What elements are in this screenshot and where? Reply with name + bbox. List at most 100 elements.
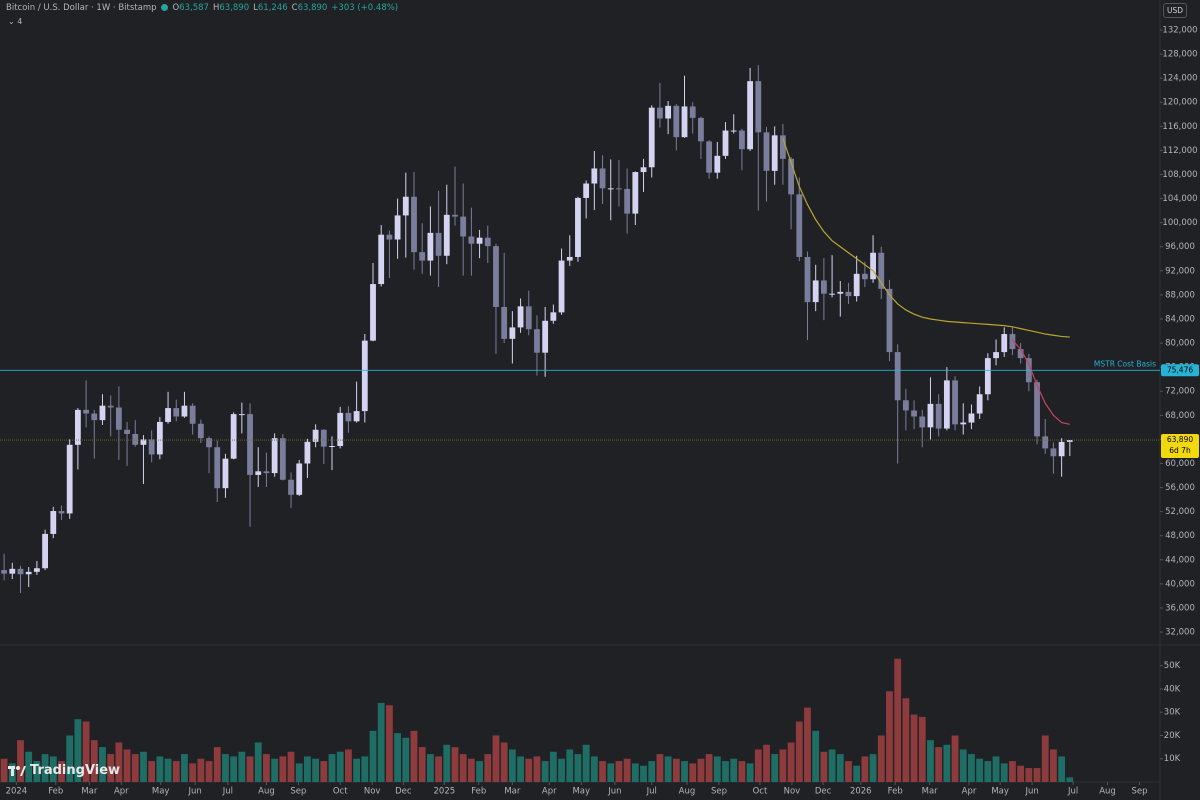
candle-body [107,405,114,408]
bar-countdown: 6d 7h [1169,446,1191,455]
x-tick-label: Aug [1099,787,1116,797]
candle-body [320,429,327,447]
x-tick-label: Jun [1024,787,1038,797]
y-tick-label: 88,000 [1165,290,1195,300]
volume-bar [631,763,639,782]
candle-body [378,234,385,285]
volume-bar [353,758,361,782]
x-tick-label: Aug [679,787,696,797]
volume-bar [1041,735,1049,782]
volume-bar [459,754,467,782]
volume-bar [17,740,24,782]
candle-body [911,410,917,417]
volume-bar [779,749,787,782]
volume-bar [959,749,967,782]
volume-bar [418,747,426,782]
volume-bar [74,719,82,782]
x-tick-label: Feb [471,787,486,797]
volume-bar [33,761,41,782]
volume-bar [345,749,352,782]
candle-body [739,130,745,150]
volume-bar [517,756,524,782]
indicator-toggle[interactable]: ⌄ 4 [8,17,23,26]
candle-body [689,106,696,118]
volume-bar [681,761,688,782]
candle-body [632,172,639,214]
candle-body [83,409,89,414]
y-tick-label: 92,000 [1165,266,1195,276]
volume-bar [123,749,131,782]
volume-bar [164,758,172,782]
volume-bar [230,756,238,782]
candle-body [99,405,106,421]
candle-body [624,188,631,214]
candle-body [894,352,901,401]
volume-bar [222,754,229,782]
volume-bar [648,761,656,782]
candle-body [17,568,24,575]
y-tick-label: 124,000 [1162,74,1197,84]
y-tick-label: 84,000 [1165,314,1195,324]
candle-body [730,130,737,132]
volume-bar [754,749,762,782]
candle-body [345,412,352,422]
volume-tick-label: 20K [1164,731,1181,741]
volume-bar [189,763,197,782]
volume-bar [828,749,836,782]
candle-body [361,340,368,412]
candle-body [1050,448,1057,457]
candle-body [353,411,360,422]
candle-body [370,284,376,341]
volume-tick-label: 40K [1164,684,1181,694]
volume-bar [812,730,820,782]
candle-body [214,447,221,489]
x-tick-label: Feb [888,787,903,797]
y-tick-label: 56,000 [1165,483,1195,493]
y-tick-label: 36,000 [1165,603,1195,613]
candle-body [443,214,450,256]
candle-body [550,312,557,321]
candle-body [66,444,73,514]
candle-body [296,463,303,495]
price-tag-label: 75,476 [1167,365,1193,374]
volume-bar [140,751,147,782]
currency-button[interactable]: USD [1163,3,1187,18]
candle-body [411,196,417,253]
candle-body [648,107,655,168]
volume-bar [443,744,451,782]
ohlc-value: 63,587 [179,3,209,13]
volume-bar [582,744,590,782]
volume-bar [508,749,516,782]
price-tag [1161,364,1199,377]
candle-body [58,511,65,514]
volume-bar [902,698,910,782]
candle-body [796,194,803,257]
y-tick-label: 80,000 [1165,339,1195,349]
volume-bar [672,758,680,782]
candle-body [9,568,16,574]
candle-body [288,479,294,495]
candle-body [509,327,516,339]
volume-bar [656,754,664,782]
candle-body [1001,334,1008,353]
ohlc-key: C [291,3,298,13]
candle-body [271,438,278,474]
candle-body [870,252,876,280]
volume-bar [968,754,975,782]
x-tick-label: Nov [784,787,801,797]
candle-body [476,237,483,244]
volume-bar [58,761,65,782]
candle-body [181,405,188,417]
volume-bar [853,765,861,782]
y-tick-label: 128,000 [1162,50,1197,60]
x-tick-label: Oct [333,787,348,797]
candle-body [984,358,991,395]
volume-bar [107,754,115,782]
x-tick-label: Apr [962,787,977,797]
candle-body [714,155,721,173]
volume-bar [722,761,729,782]
ohlc-value: 63,890 [297,3,328,13]
candle-body [665,105,672,119]
volume-bar [156,756,164,782]
y-tick-label: 44,000 [1165,555,1195,565]
